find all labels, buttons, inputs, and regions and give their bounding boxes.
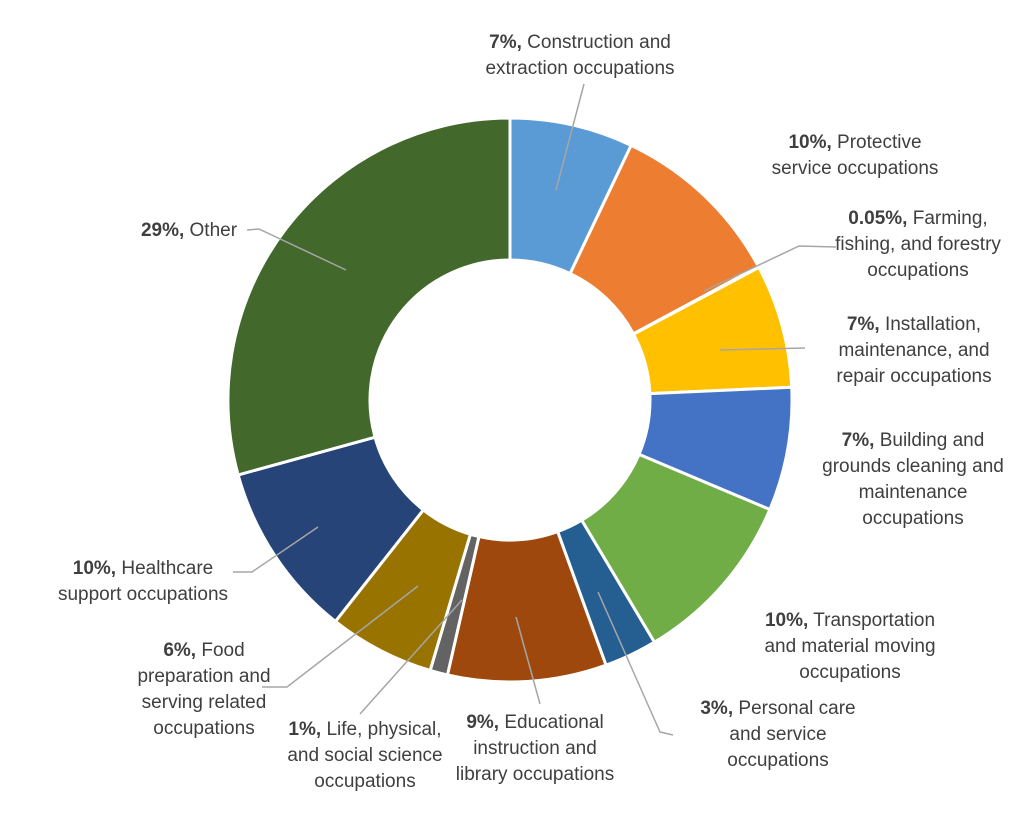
label-line: 7%, Construction and bbox=[489, 32, 671, 53]
leader-educational bbox=[515, 616, 541, 705]
leader-food-prep bbox=[262, 585, 419, 688]
label-line: occupations bbox=[153, 718, 255, 739]
label-line: 7%, Building and bbox=[841, 430, 985, 451]
leader-farming bbox=[703, 245, 837, 292]
label-line: and material moving bbox=[764, 636, 936, 657]
label-transportation: 10%, Transportation and material moving oc… bbox=[764, 608, 935, 686]
leader-installation bbox=[719, 347, 806, 351]
leader-healthcare-support bbox=[233, 526, 319, 573]
label-line: 1%, Life, physical, bbox=[288, 719, 442, 740]
label-line: library occupations bbox=[455, 764, 615, 785]
label-construction: 7%, Construction and extraction occupatio… bbox=[485, 30, 674, 82]
label-line: 10%, Protective bbox=[788, 132, 922, 153]
label-line: 9%, Educational bbox=[466, 712, 604, 733]
label-line: preparation and bbox=[137, 666, 271, 687]
label-line: 6%, Food bbox=[163, 640, 245, 661]
label-life-science: 1%, Life, physical, and social science occ… bbox=[287, 717, 442, 795]
label-line: repair occupations bbox=[836, 366, 992, 387]
label-line: occupations bbox=[314, 771, 416, 792]
label-line: and service bbox=[729, 724, 827, 745]
label-line: 29%, Other bbox=[140, 220, 238, 241]
label-line: instruction and bbox=[473, 738, 597, 759]
label-protective: 10%, Protective service occupations bbox=[772, 130, 939, 182]
label-line: and social science bbox=[287, 745, 443, 766]
label-line: occupations bbox=[799, 662, 901, 683]
label-line: support occupations bbox=[57, 584, 229, 605]
label-line: 7%, Installation, bbox=[846, 314, 982, 335]
label-line: occupations bbox=[727, 750, 829, 771]
label-line: 0.05%, Farming, bbox=[848, 208, 988, 229]
label-line: 3%, Personal care bbox=[700, 698, 856, 719]
label-personal-care: 3%, Personal care and service occupations bbox=[700, 696, 855, 774]
label-educational: 9%, Educational instruction and library oc… bbox=[456, 710, 614, 788]
leader-life-science bbox=[359, 599, 463, 715]
label-line: serving related bbox=[141, 692, 267, 713]
label-line: occupations bbox=[862, 508, 964, 529]
label-other: 29%, Other bbox=[141, 218, 237, 244]
leader-personal-care bbox=[597, 591, 674, 736]
label-building-grounds: 7%, Building and grounds cleaning and main… bbox=[822, 428, 1004, 532]
label-line: fishing, and forestry bbox=[835, 234, 1001, 255]
label-line: 10%, Healthcare bbox=[72, 558, 214, 579]
label-food-prep: 6%, Food preparation and serving related oc… bbox=[137, 638, 270, 742]
label-healthcare-support: 10%, Healthcare support occupations bbox=[58, 556, 228, 608]
label-line: 10%, Transportation bbox=[764, 610, 936, 631]
label-line: maintenance bbox=[858, 482, 968, 503]
leader-other bbox=[246, 228, 347, 271]
slice-other bbox=[226, 116, 512, 477]
leader-construction bbox=[555, 83, 585, 191]
label-farming: 0.05%, Farming, fishing, and forestry occu… bbox=[835, 206, 1001, 284]
label-line: occupations bbox=[867, 260, 969, 281]
label-line: service occupations bbox=[771, 158, 939, 179]
label-line: extraction occupations bbox=[485, 58, 675, 79]
label-line: maintenance, and bbox=[838, 340, 990, 361]
label-line: grounds cleaning and bbox=[822, 456, 1004, 477]
label-installation: 7%, Installation, maintenance, and repair … bbox=[836, 312, 991, 390]
